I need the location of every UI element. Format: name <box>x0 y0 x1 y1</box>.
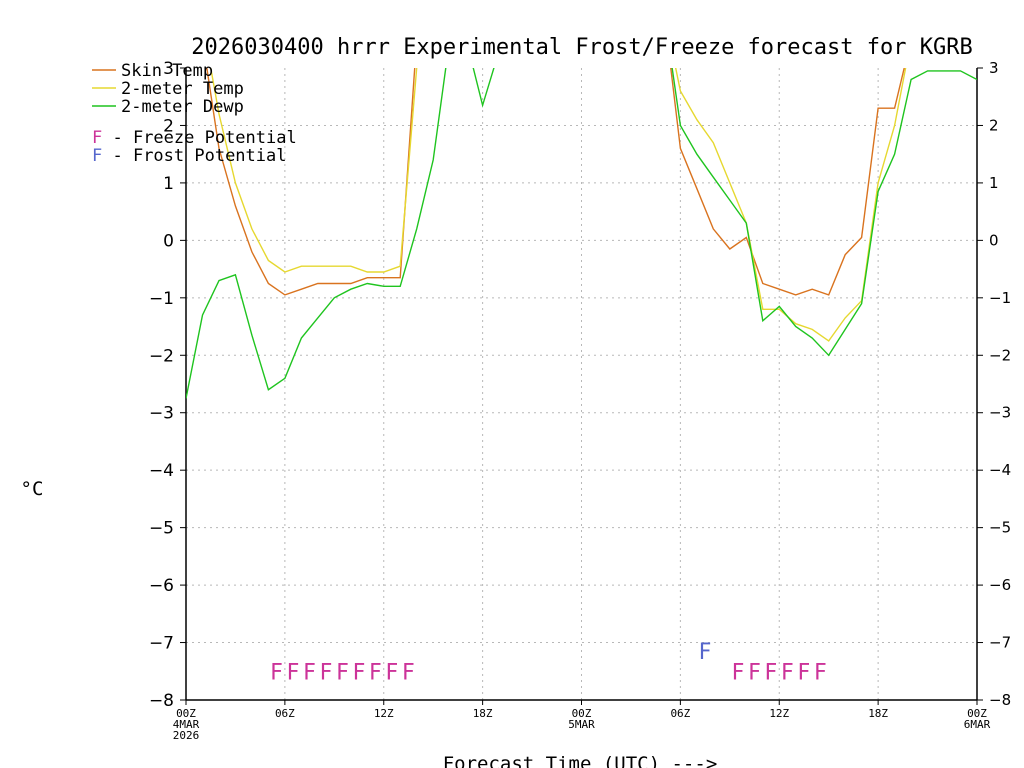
potential-label: - Freeze Potential <box>102 128 296 148</box>
y-tick-label: −1 <box>149 289 174 309</box>
x-tick-label: 00Z <box>176 707 196 720</box>
y-tick-label: 0 <box>163 231 174 251</box>
series-line-skin-temp <box>206 68 905 296</box>
y-axis-label: °C <box>21 478 44 500</box>
y-tick-label: −3 <box>149 404 174 424</box>
x-tick-label: 12Z <box>769 707 789 720</box>
x-tick-label: 06Z <box>275 707 295 720</box>
freeze-mark: F <box>320 660 333 685</box>
freeze-mark: F <box>814 660 827 685</box>
series-line-2-meter-temp <box>210 68 907 342</box>
freeze-mark: F <box>798 660 811 685</box>
potential-letter: F <box>92 128 102 148</box>
freeze-mark: F <box>765 660 778 685</box>
y-tick-label: 3 <box>163 59 174 79</box>
x-tick-label: 4MAR <box>173 718 200 731</box>
grid <box>186 68 977 700</box>
freeze-mark: F <box>748 660 761 685</box>
y-tick-label-right: −8 <box>989 691 1011 709</box>
potential-label: - Frost Potential <box>102 146 286 166</box>
axis-ticks: −8 −8 −7 −7 −6 −6 −5 −5 −4 −4 −3 −3 −2 −2 −1 −1 0 0 1 1 2 2 3 3… <box>149 59 1011 742</box>
x-tick-label: 00Z <box>572 707 592 720</box>
series-group <box>186 68 977 399</box>
freeze-mark: F <box>402 660 415 685</box>
series-line-2-meter-dewp <box>186 68 977 399</box>
y-tick-label-right: 2 <box>989 116 999 134</box>
x-tick-label: 00Z <box>967 707 987 720</box>
x-tick-label: 18Z <box>868 707 888 720</box>
frost-mark: F <box>699 640 712 665</box>
freeze-mark: F <box>336 660 349 685</box>
chart-title: 2026030400 hrrr Experimental Frost/Freez… <box>191 35 972 60</box>
potential-legend-entry: F - Frost Potential <box>92 146 286 166</box>
y-tick-label: 1 <box>163 174 174 194</box>
y-tick-label: −5 <box>149 519 174 539</box>
legend-label: Skin Temp <box>121 61 213 81</box>
y-tick-label-right: −2 <box>989 346 1011 364</box>
y-tick-label-right: 0 <box>989 231 999 249</box>
legend-label: 2-meter Temp <box>121 79 244 99</box>
legend-label: 2-meter Dewp <box>121 97 244 117</box>
potential-marks: F F F F F F F F F F F F F F FF <box>270 640 826 685</box>
freeze-mark: F <box>369 660 382 685</box>
x-tick-label: 6MAR <box>964 718 991 731</box>
y-tick-label: −8 <box>149 691 174 711</box>
freeze-mark: F <box>287 660 300 685</box>
y-tick-label-right: −5 <box>989 519 1011 537</box>
freeze-mark: F <box>303 660 316 685</box>
x-tick-label: 06Z <box>670 707 690 720</box>
y-tick-label-right: 1 <box>989 174 999 192</box>
potential-letter: F <box>92 146 102 166</box>
y-tick-label-right: −7 <box>989 634 1011 652</box>
y-tick-label-right: −4 <box>989 461 1011 479</box>
x-axis-label: Forecast Time (UTC) ---> <box>443 753 718 768</box>
freeze-mark: F <box>732 660 745 685</box>
y-tick-label-right: 3 <box>989 59 999 77</box>
x-tick-label: 18Z <box>473 707 493 720</box>
x-tick-label: 2026 <box>173 729 200 742</box>
potential-legend-entry: F - Freeze Potential <box>92 128 297 148</box>
y-tick-label: 2 <box>163 116 174 136</box>
plot-frame <box>185 68 978 701</box>
freeze-mark: F <box>386 660 399 685</box>
freeze-mark: F <box>353 660 366 685</box>
y-tick-label-right: −3 <box>989 404 1011 422</box>
y-tick-label: −6 <box>149 576 174 596</box>
freeze-mark: F <box>270 660 283 685</box>
y-tick-label-right: −6 <box>989 576 1011 594</box>
y-tick-label: −4 <box>149 461 174 481</box>
y-tick-label-right: −1 <box>989 289 1011 307</box>
y-tick-label: −2 <box>149 346 174 366</box>
x-tick-label: 12Z <box>374 707 394 720</box>
x-tick-label: 5MAR <box>568 718 595 731</box>
y-tick-label: −7 <box>149 634 174 654</box>
freeze-mark: F <box>781 660 794 685</box>
